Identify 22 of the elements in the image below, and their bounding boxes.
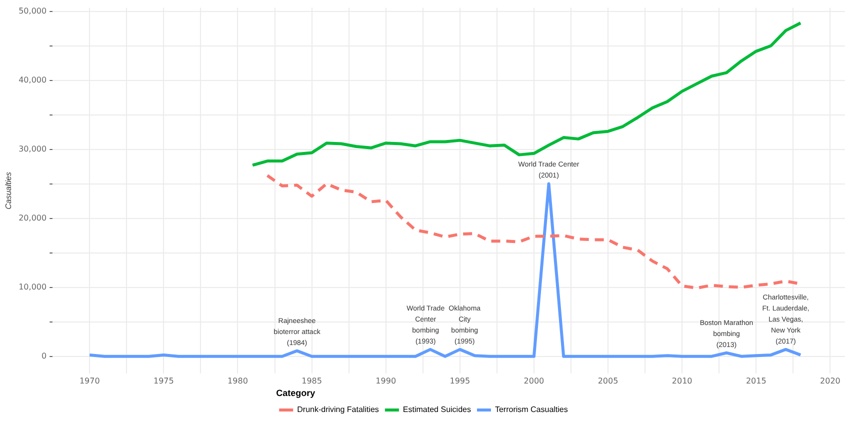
x-tick-label: 1970 — [79, 376, 100, 386]
x-tick-label: 2015 — [746, 376, 766, 386]
x-tick-label: 2005 — [598, 376, 618, 386]
y-tick-label: 50,000 — [18, 6, 47, 16]
y-tick-label: 0 — [42, 351, 47, 360]
x-tick-label: 1990 — [376, 376, 396, 386]
x-tick-label: 2000 — [524, 376, 544, 386]
x-tick-label: 1980 — [228, 376, 248, 386]
y-tick-label: 20,000 — [18, 213, 47, 222]
x-tick-label: 1985 — [302, 376, 322, 386]
y-tick-label: 10,000 — [18, 282, 47, 292]
legend-label: Drunk-driving Fatalities — [297, 405, 379, 414]
y-tick-label: 30,000 — [18, 144, 47, 154]
y-axis-title: Casualties — [4, 172, 14, 210]
x-tick-label: 2020 — [820, 376, 840, 386]
legend-title: Category — [276, 388, 316, 398]
legend-label: Terrorism Casualties — [494, 405, 568, 414]
legend-label: Estimated Suicides — [402, 405, 471, 414]
x-tick-label: 2010 — [672, 376, 692, 386]
x-tick-label: 1975 — [154, 376, 174, 386]
x-tick-label: 1995 — [450, 376, 470, 386]
y-tick-label: 40,000 — [18, 75, 47, 84]
